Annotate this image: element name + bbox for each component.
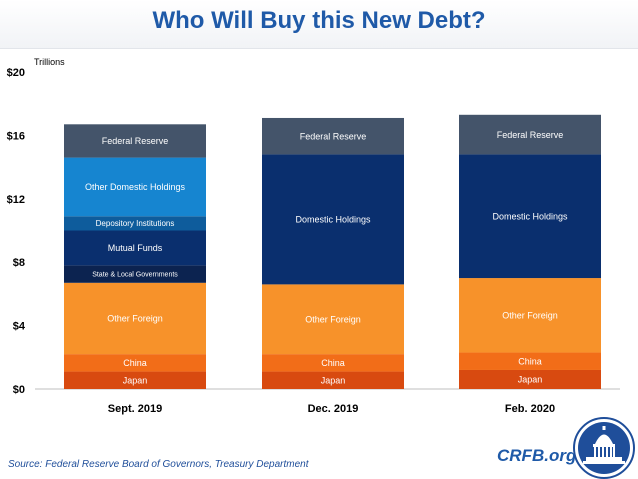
segment-label: Domestic Holdings [492, 211, 568, 221]
bar-segment-federal-reserve [262, 117, 404, 155]
bar-segment-other-domestic-holdings [64, 157, 206, 217]
segment-label: Mutual Funds [108, 243, 163, 253]
capitol-dome-seal-icon [573, 417, 635, 479]
brand-link[interactable]: CRFB.org [497, 446, 577, 465]
segment-label: China [518, 356, 542, 366]
bar-segment-depository-institutions [64, 216, 206, 231]
segment-label: Domestic Holdings [295, 215, 371, 225]
bar-segment-japan [459, 369, 601, 389]
source-note: Source: Federal Reserve Board of Governo… [8, 459, 309, 470]
bar-segment-domestic-holdings [459, 154, 601, 279]
x-tick-label: Feb. 2020 [505, 403, 555, 415]
y-axis-unit-label: Trillions [34, 57, 65, 67]
segment-label: China [321, 358, 345, 368]
bar-segment-china [262, 354, 404, 372]
segment-label: Federal Reserve [300, 131, 367, 141]
bar-segment-mutual-funds [64, 230, 206, 266]
bar-segment-other-foreign [459, 278, 601, 353]
page-title: Who Will Buy this New Debt? [152, 7, 486, 34]
title-band [0, 0, 638, 49]
y-tick-label: $16 [7, 130, 25, 142]
bar-segment-japan [262, 371, 404, 389]
segment-label: Other Foreign [305, 314, 361, 324]
y-tick-label: $20 [7, 67, 25, 79]
segment-label: Japan [123, 375, 148, 385]
bar-segment-domestic-holdings [262, 154, 404, 285]
segment-label: Other Foreign [107, 314, 163, 324]
bar-segment-state-local-governments [64, 265, 206, 283]
segment-label: Japan [518, 375, 543, 385]
y-tick-label: $8 [13, 257, 25, 269]
y-tick-label: $12 [7, 194, 25, 206]
bar-segment-other-foreign [64, 282, 206, 355]
x-tick-label: Sept. 2019 [108, 403, 162, 415]
segment-label: Japan [321, 375, 346, 385]
segment-label: Depository Institutions [96, 219, 175, 228]
y-tick-label: $4 [13, 321, 26, 333]
bar-segment-federal-reserve [459, 114, 601, 155]
x-tick-label: Dec. 2019 [308, 403, 359, 415]
segment-label: China [123, 358, 147, 368]
bar-segment-japan [64, 371, 206, 389]
segment-label: Federal Reserve [497, 130, 564, 140]
bar-segment-federal-reserve [64, 124, 206, 158]
bar-segment-china [64, 354, 206, 372]
segment-label: Other Foreign [502, 310, 558, 320]
bar-segment-other-foreign [262, 284, 404, 355]
y-tick-label: $0 [13, 384, 25, 396]
bar-segment-china [459, 352, 601, 370]
segment-label: Federal Reserve [102, 136, 169, 146]
segment-label: Other Domestic Holdings [85, 182, 186, 192]
segment-label: State & Local Governments [92, 272, 178, 279]
